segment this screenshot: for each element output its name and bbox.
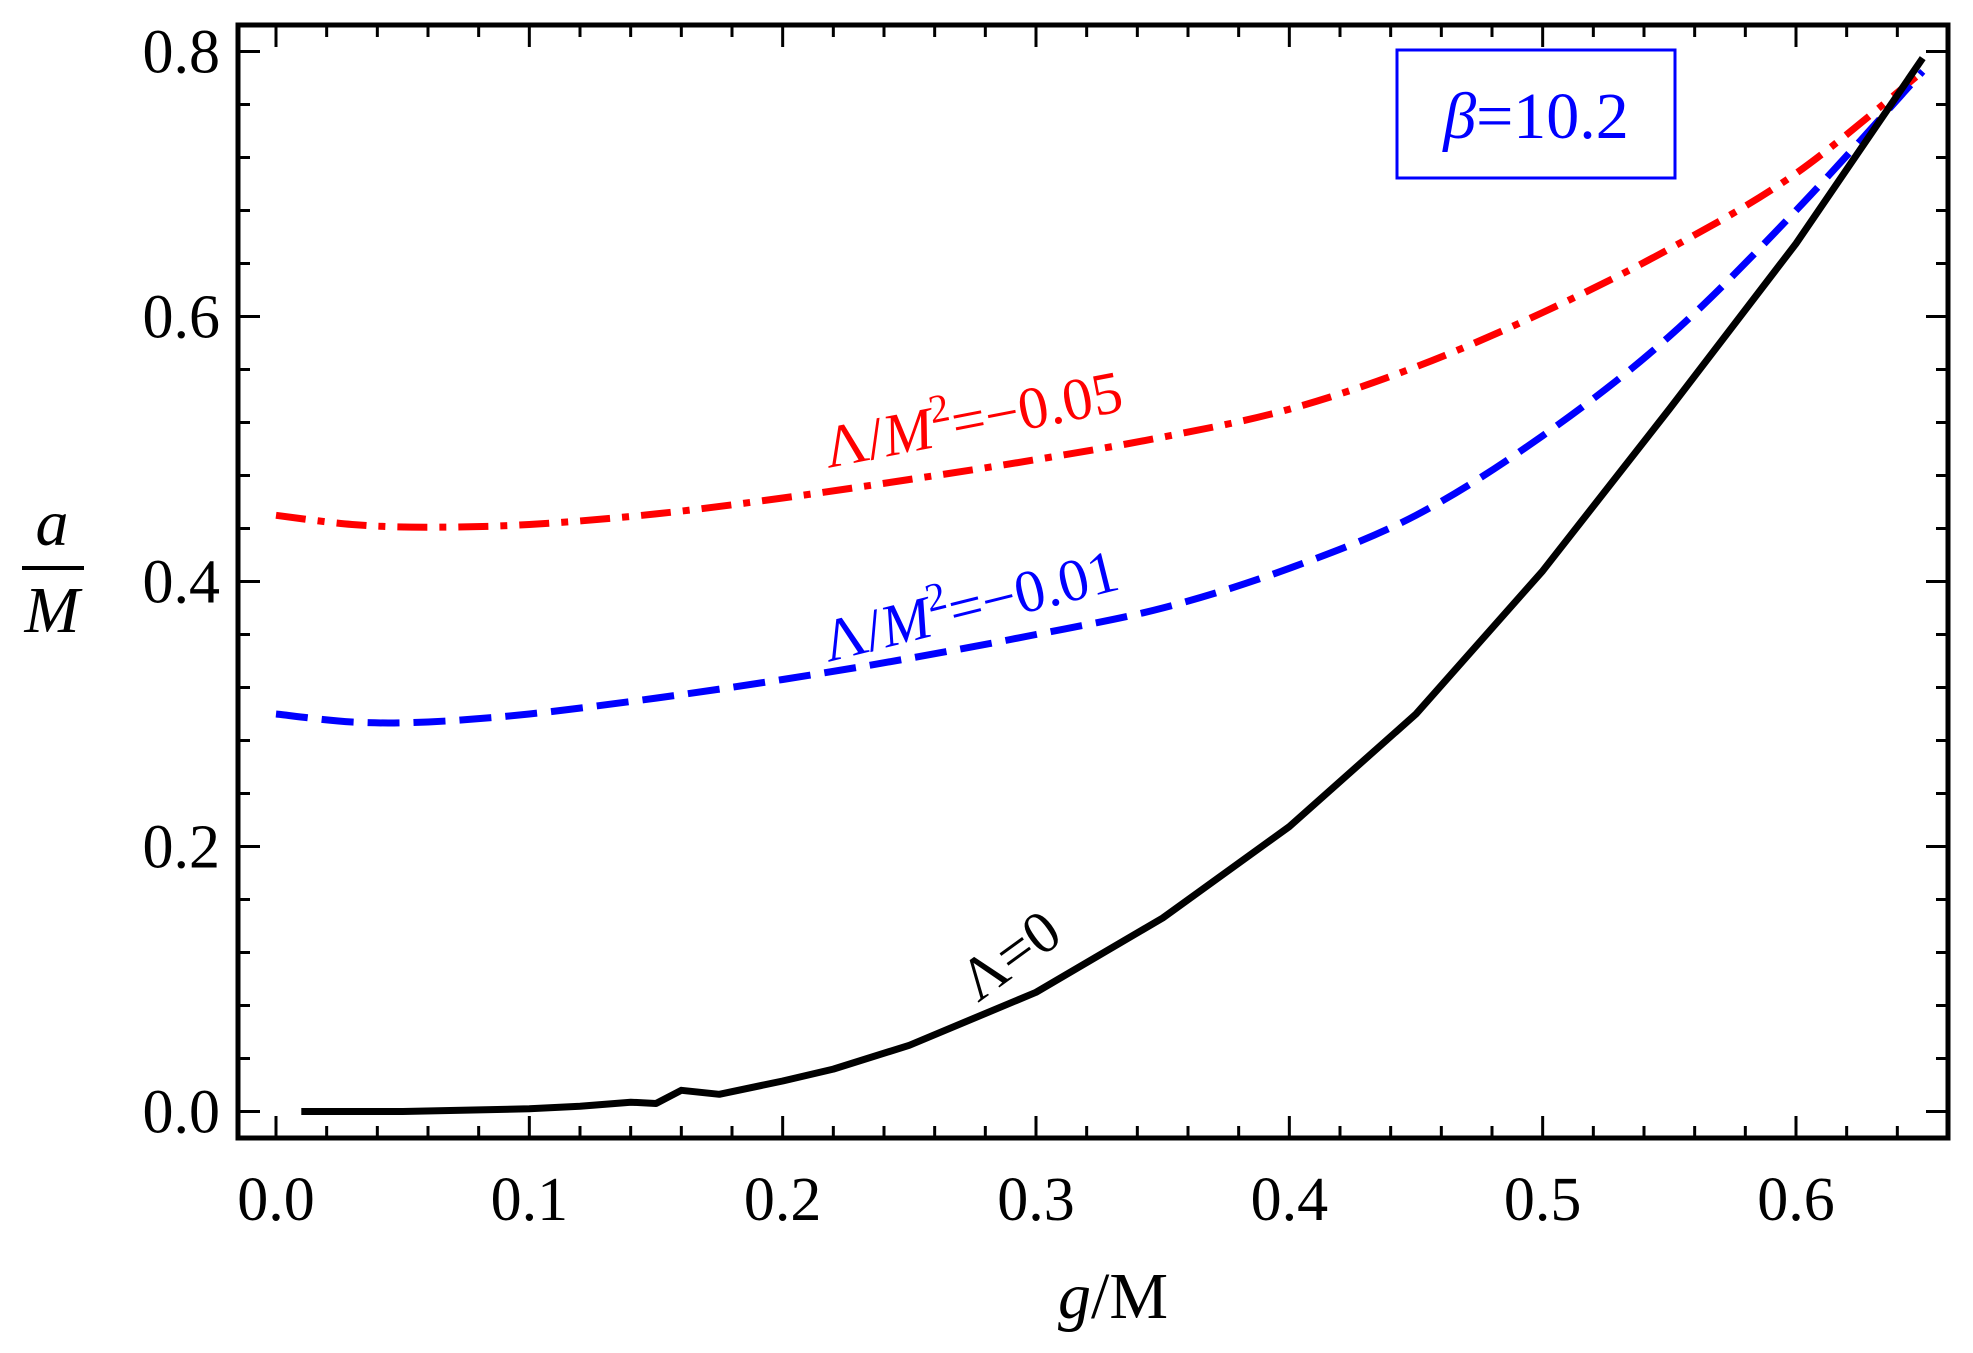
x-tick-label: 0.6 [1757, 1166, 1835, 1234]
curves-layer [275, 56, 1926, 1115]
beta-annotation-text: β=10.2 [1441, 80, 1629, 153]
curve-label-2: Λ=0 [947, 897, 1073, 1013]
y-axis-title-numerator: a [36, 487, 69, 560]
beta-annotation: β=10.2 [1395, 48, 1677, 180]
x-tick-label: 0.0 [237, 1166, 315, 1234]
x-tick-label: 0.2 [744, 1166, 822, 1234]
beta-value: =10.2 [1476, 80, 1629, 153]
curve-label-0: Λ/M2=−0.05 [817, 351, 1128, 480]
tick-labels-layer: 0.0 0.1 0.2 0.3 0.4 0.5 0.6 0.0 0.2 0.4 0.6 0.8 [143, 19, 1835, 1235]
series-line-0 [275, 68, 1925, 531]
x-axis-title-rest: /M [1091, 1260, 1168, 1333]
curve-label-1: Λ/M2=−0.01 [813, 531, 1125, 675]
y-tick-label: 0.0 [143, 1079, 221, 1147]
x-tick-label: 0.1 [491, 1166, 569, 1234]
x-tick-label: 0.4 [1251, 1166, 1329, 1234]
x-axis-title: g/M [1058, 1260, 1168, 1333]
beta-annotation-box [1395, 48, 1677, 180]
y-tick-label: 0.6 [143, 284, 221, 352]
y-axis-title-denominator: M [24, 574, 84, 647]
y-tick-label: 0.2 [143, 814, 221, 882]
x-axis-title-var: g [1058, 1260, 1091, 1333]
y-tick-label: 0.4 [143, 549, 221, 617]
x-tick-label: 0.5 [1504, 1166, 1582, 1234]
series-line-2 [301, 56, 1926, 1115]
y-tick-label: 0.8 [143, 19, 221, 87]
x-tick-label: 0.3 [997, 1166, 1075, 1234]
beta-symbol: β [1441, 80, 1476, 153]
series-line-1 [275, 69, 1926, 727]
plot-frame [235, 22, 1951, 1141]
